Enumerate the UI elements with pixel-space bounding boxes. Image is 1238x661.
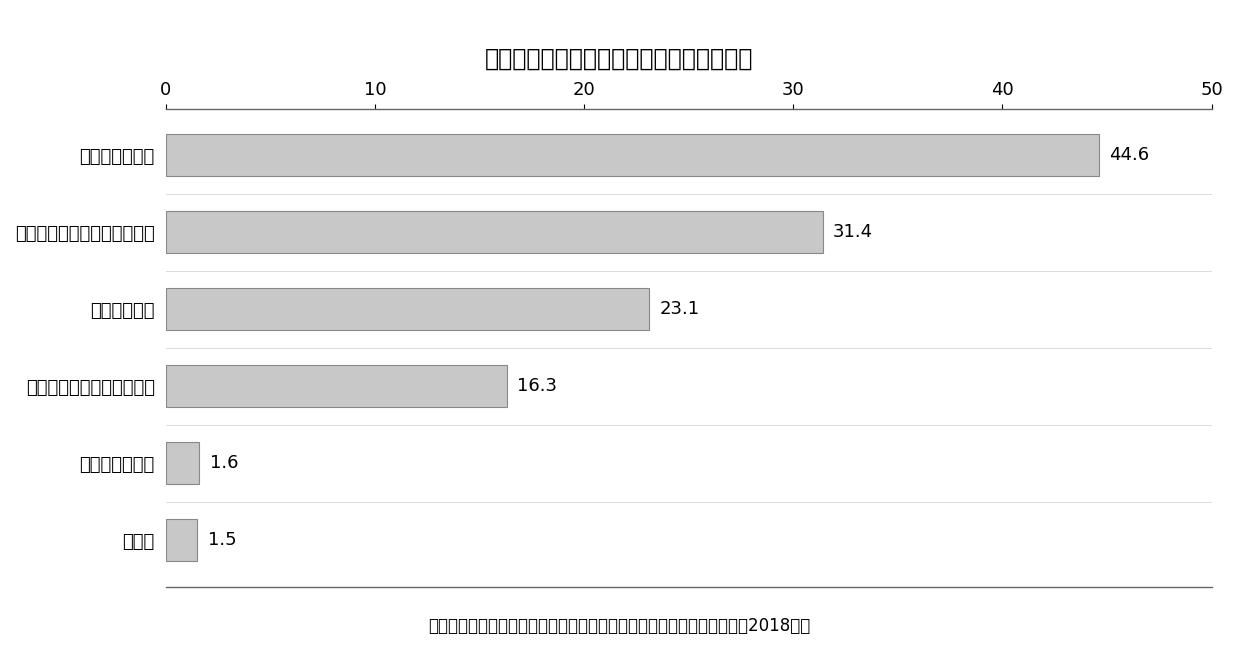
Text: 23.1: 23.1 (660, 300, 699, 318)
Bar (166, 365, 506, 407)
Text: 31.4: 31.4 (833, 223, 873, 241)
Text: 1.5: 1.5 (208, 531, 236, 549)
Bar (166, 211, 822, 253)
Bar (166, 134, 1098, 176)
Bar (166, 519, 197, 561)
Text: 44.6: 44.6 (1109, 146, 1149, 164)
Text: 16.3: 16.3 (517, 377, 557, 395)
Text: 図表３　月経に関する異常症状への対処法: 図表３ 月経に関する異常症状への対処法 (485, 46, 753, 70)
Bar (166, 288, 649, 330)
Bar (166, 442, 199, 485)
Text: 1.6: 1.6 (209, 454, 238, 472)
Text: （出典）日本医療政策機構による「働く女性の健康増進に関する調査（2018）」: （出典）日本医療政策機構による「働く女性の健康増進に関する調査（2018）」 (428, 617, 810, 635)
